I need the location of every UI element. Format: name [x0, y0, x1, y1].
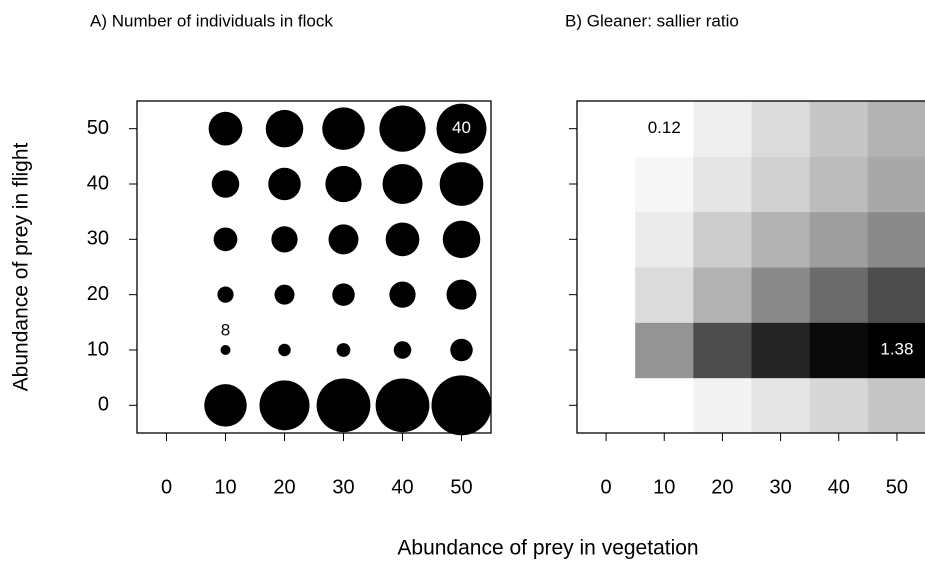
data-label: 8 [221, 320, 230, 339]
heat-cell [867, 377, 925, 434]
heat-cell [635, 211, 694, 268]
x-tick-label: 10 [653, 476, 675, 498]
x-tick-label: 10 [214, 476, 236, 498]
bubble [375, 378, 430, 433]
heat-cell [635, 322, 694, 379]
y-tick-label: 20 [87, 283, 109, 305]
bubble [274, 284, 295, 305]
y-tick-label: 40 [87, 172, 109, 194]
bubble [213, 227, 238, 252]
heat-cell [867, 322, 925, 379]
x-tick-label: 0 [601, 476, 612, 498]
x-tick-label: 20 [711, 476, 733, 498]
bubble [316, 378, 371, 433]
x-axis-label: Abundance of prey in vegetation [397, 537, 698, 560]
bubble [328, 224, 359, 255]
plot-frame [136, 100, 492, 434]
plot-frame [576, 100, 925, 434]
heat-cell [693, 322, 752, 379]
heat-cell [693, 211, 752, 268]
bubble [220, 345, 231, 355]
heat-cell [635, 156, 694, 213]
data-label: 1.38 [880, 339, 913, 358]
bubble [259, 380, 310, 431]
heat-cell [867, 211, 925, 268]
y-axis-label: Abundance of prey in flight [10, 143, 33, 392]
x-tick-label: 20 [273, 476, 295, 498]
heat-cell [867, 267, 925, 323]
bubble [439, 162, 484, 206]
bubble [436, 103, 487, 154]
bubble [208, 111, 243, 146]
heat-cell [751, 322, 811, 379]
data-label: 40 [452, 118, 471, 137]
heat-cell [693, 156, 752, 213]
x-tick-label: 40 [828, 476, 850, 498]
bubble [265, 109, 304, 148]
bubble [450, 338, 473, 362]
bubble [336, 343, 351, 357]
heat-cell [693, 267, 752, 323]
bubble [385, 222, 420, 257]
heat-cell [809, 101, 869, 157]
bubble [271, 226, 298, 253]
heat-cell [809, 377, 869, 434]
heat-cell [635, 101, 694, 157]
heat-cell [809, 211, 869, 268]
heat-cell [751, 156, 811, 213]
heat-cell [751, 211, 811, 268]
heat-cell [693, 101, 752, 157]
bubble [268, 167, 301, 201]
heat-cell [751, 267, 811, 323]
y-tick-label: 30 [87, 228, 109, 250]
heat-cell [867, 156, 925, 213]
x-tick-label: 30 [332, 476, 354, 498]
panel-b-title: B) Gleaner: sallier ratio [565, 11, 739, 30]
panel-a-title: A) Number of individuals in flock [90, 11, 333, 30]
bubble [322, 107, 365, 150]
bubble [431, 375, 492, 436]
bubble [332, 283, 355, 306]
heat-cell [809, 267, 869, 323]
bubble [325, 165, 362, 203]
heat-cell [867, 101, 925, 157]
heat-cell [635, 267, 694, 323]
heat-cell [635, 377, 694, 434]
heat-cell [693, 377, 752, 434]
y-tick-label: 50 [87, 117, 109, 139]
bubble [278, 343, 291, 357]
bubble [389, 281, 416, 308]
bubble [442, 220, 481, 259]
x-tick-label: 40 [391, 476, 413, 498]
heat-cell [809, 156, 869, 213]
bubble [217, 286, 234, 303]
heat-cell [751, 101, 811, 157]
bubble [211, 170, 240, 198]
y-tick-label: 0 [98, 394, 109, 416]
x-tick-label: 0 [161, 476, 172, 498]
bubble [446, 279, 477, 310]
heat-cell [751, 377, 811, 434]
bubble [382, 164, 423, 204]
x-tick-label: 50 [886, 476, 908, 498]
data-label: 0.12 [648, 118, 681, 137]
bubble [204, 384, 247, 427]
bubble [379, 105, 426, 152]
x-tick-label: 50 [450, 476, 472, 498]
heat-cell [809, 322, 869, 379]
y-tick-label: 10 [87, 338, 109, 360]
bubble [393, 341, 412, 359]
x-tick-label: 30 [769, 476, 791, 498]
